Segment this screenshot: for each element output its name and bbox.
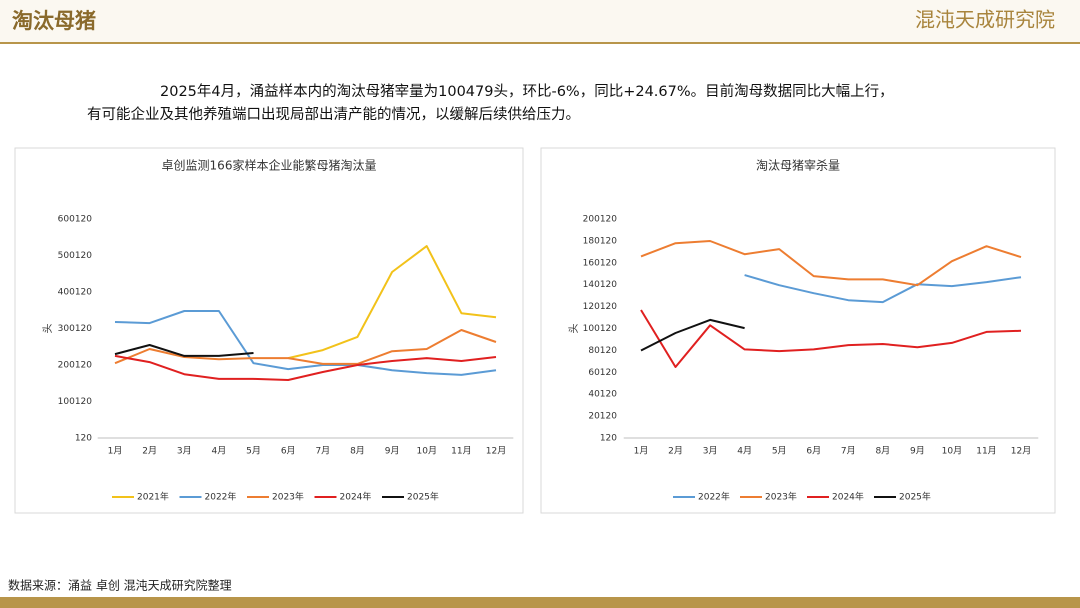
x-tick-label: 8月 (350, 446, 365, 457)
y-tick-label: 160120 (583, 258, 618, 268)
series-line (114, 354, 497, 381)
x-tick-label: 10月 (942, 446, 962, 457)
y-tick-label: 180120 (583, 236, 618, 246)
series-line (114, 310, 497, 376)
x-tick-label: 11月 (976, 446, 996, 457)
x-tick-label: 7月 (315, 446, 330, 457)
x-tick-label: 1月 (108, 446, 123, 457)
page-title: 淘汰母猪 (12, 9, 96, 33)
y-tick-label: 400120 (58, 288, 93, 298)
y-tick-label: 100120 (58, 397, 93, 407)
x-tick-label: 3月 (177, 446, 192, 457)
y-axis-label: 头 (42, 324, 54, 334)
series-line (114, 344, 254, 357)
logo: 混沌天成研究院 (915, 9, 1055, 32)
chart-title: 淘汰母猪宰杀量 (756, 158, 840, 173)
x-tick-label: 5月 (246, 446, 261, 457)
legend-label: 2023年 (765, 491, 797, 503)
x-tick-label: 2月 (142, 446, 157, 457)
y-tick-label: 40120 (588, 390, 617, 400)
chart-title: 卓创监测166家样本企业能繁母猪淘汰量 (162, 158, 377, 173)
x-tick-label: 12月 (1011, 446, 1031, 457)
x-tick-label: 12月 (486, 446, 506, 457)
x-tick-label: 3月 (703, 446, 718, 457)
legend-label: 2025年 (407, 491, 439, 503)
chart-frame (540, 147, 1056, 514)
header-bg (0, 0, 1080, 42)
x-tick-label: 2月 (668, 446, 683, 457)
legend-label: 2023年 (272, 491, 304, 503)
legend-label: 2025年 (899, 491, 931, 503)
footer-bar (0, 597, 1080, 608)
y-tick-label: 300120 (58, 324, 93, 334)
y-tick-label: 500120 (58, 251, 93, 261)
series-line (287, 245, 497, 360)
legend-label: 2021年 (137, 491, 169, 503)
legend-label: 2022年 (698, 491, 730, 503)
x-tick-label: 4月 (737, 446, 752, 457)
x-tick-label: 7月 (841, 446, 856, 457)
source-note: 数据来源：涌益 卓创 混沌天成研究院整理 (8, 578, 232, 593)
x-tick-label: 1月 (634, 446, 649, 457)
y-tick-label: 200120 (583, 215, 618, 225)
x-tick-label: 6月 (281, 446, 296, 457)
x-tick-label: 9月 (910, 446, 925, 457)
y-tick-label: 60120 (588, 368, 617, 378)
paragraph-line: 2025年4月，涌益样本内的淘汰母猪宰量为100479头，环比-6%，同比+24… (160, 83, 894, 100)
y-tick-label: 100120 (583, 324, 618, 334)
x-tick-label: 10月 (417, 446, 437, 457)
y-axis-label: 头 (568, 324, 580, 334)
paragraph-line: 有可能企业及其他养殖端口出现局部出清产能的情况，以缓解后续供给压力。 (87, 105, 580, 123)
y-tick-label: 120 (600, 434, 617, 444)
series-line (114, 329, 497, 365)
legend-label: 2024年 (340, 491, 372, 503)
x-tick-label: 5月 (772, 446, 787, 457)
y-tick-label: 120 (75, 434, 92, 444)
y-tick-label: 140120 (583, 280, 618, 290)
chart-frame (14, 147, 524, 514)
x-tick-label: 4月 (212, 446, 227, 457)
x-tick-label: 8月 (875, 446, 890, 457)
header-rule (0, 42, 1080, 44)
y-tick-label: 80120 (588, 346, 617, 356)
legend-label: 2022年 (205, 491, 237, 503)
series-line (640, 240, 1022, 287)
y-tick-label: 600120 (58, 215, 93, 225)
legend-label: 2024年 (832, 491, 864, 503)
series-line (640, 309, 1022, 368)
y-tick-label: 20120 (588, 412, 617, 422)
y-tick-label: 200120 (58, 361, 93, 371)
x-tick-label: 6月 (806, 446, 821, 457)
x-tick-label: 9月 (385, 446, 400, 457)
series-line (744, 274, 1022, 304)
series-line (640, 318, 745, 352)
x-tick-label: 11月 (451, 446, 471, 457)
y-tick-label: 120120 (583, 302, 618, 312)
